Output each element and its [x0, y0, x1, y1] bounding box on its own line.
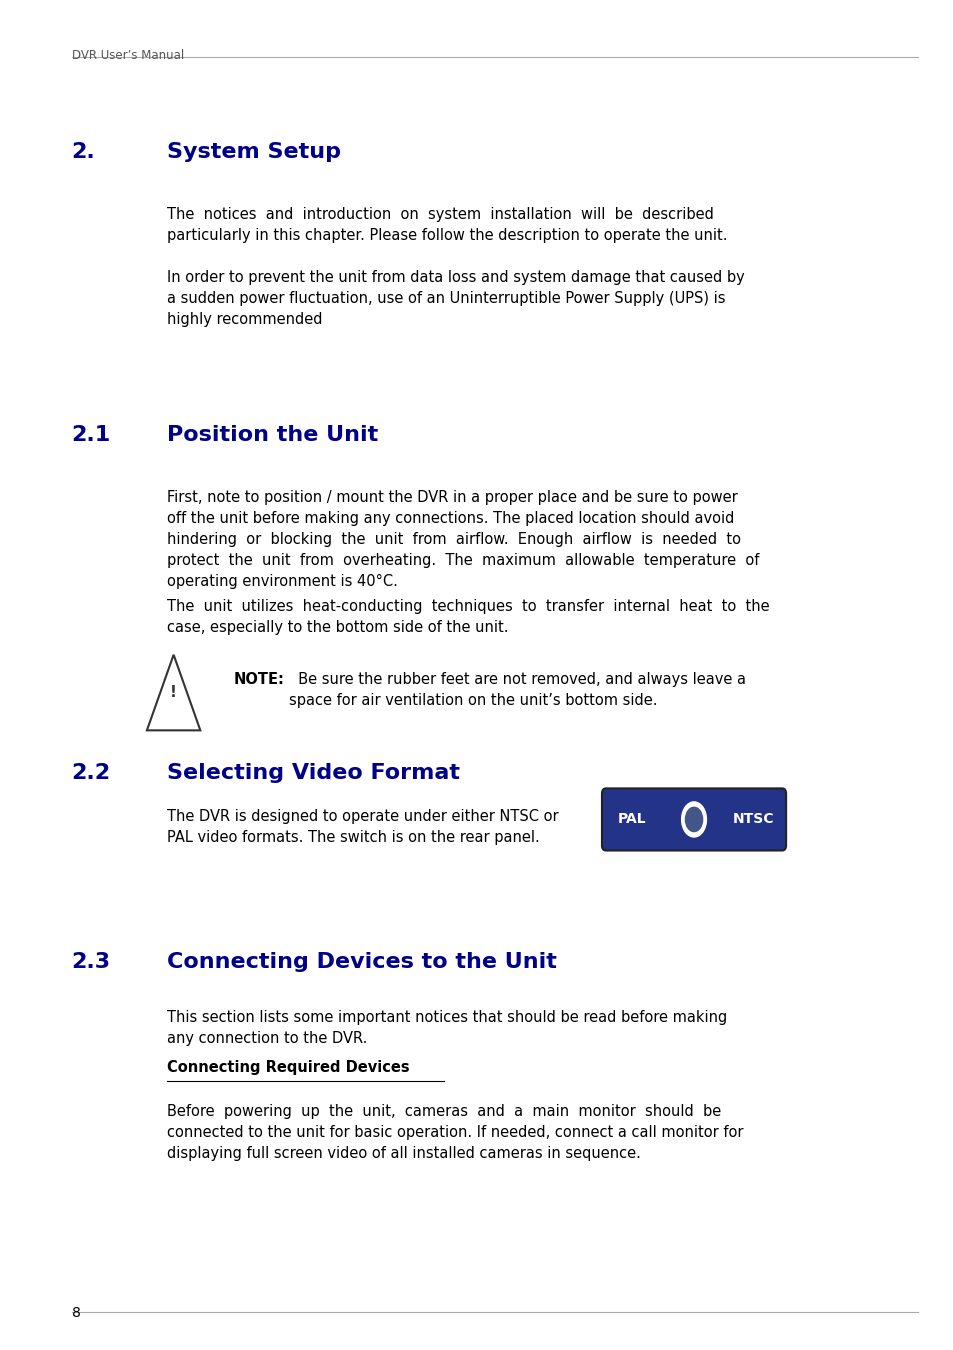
- Text: Connecting Devices to the Unit: Connecting Devices to the Unit: [167, 952, 557, 972]
- Text: Be sure the rubber feet are not removed, and always leave a
space for air ventil: Be sure the rubber feet are not removed,…: [289, 672, 745, 709]
- Text: 2.2: 2.2: [71, 763, 111, 783]
- Text: In order to prevent the unit from data loss and system damage that caused by
a s: In order to prevent the unit from data l…: [167, 270, 744, 327]
- Text: 2.: 2.: [71, 142, 95, 162]
- Text: This section lists some important notices that should be read before making
any : This section lists some important notice…: [167, 1010, 726, 1046]
- Text: !: !: [170, 684, 177, 701]
- Text: First, note to position / mount the DVR in a proper place and be sure to power
o: First, note to position / mount the DVR …: [167, 490, 759, 589]
- Circle shape: [680, 802, 705, 837]
- Text: The  unit  utilizes  heat-conducting  techniques  to  transfer  internal  heat  : The unit utilizes heat-conducting techni…: [167, 599, 769, 636]
- Text: NOTE:: NOTE:: [233, 672, 284, 687]
- Circle shape: [684, 807, 701, 832]
- Text: NTSC: NTSC: [732, 813, 774, 826]
- Text: Connecting Required Devices: Connecting Required Devices: [167, 1060, 409, 1075]
- Text: 2.3: 2.3: [71, 952, 111, 972]
- Text: DVR User’s Manual: DVR User’s Manual: [71, 49, 184, 62]
- Text: The DVR is designed to operate under either NTSC or
PAL video formats. The switc: The DVR is designed to operate under eit…: [167, 809, 558, 845]
- Text: PAL: PAL: [618, 813, 646, 826]
- Text: System Setup: System Setup: [167, 142, 340, 162]
- Text: Selecting Video Format: Selecting Video Format: [167, 763, 459, 783]
- Text: Position the Unit: Position the Unit: [167, 425, 377, 446]
- Text: 2.1: 2.1: [71, 425, 111, 446]
- Text: Before  powering  up  the  unit,  cameras  and  a  main  monitor  should  be
con: Before powering up the unit, cameras and…: [167, 1104, 742, 1161]
- Text: The  notices  and  introduction  on  system  installation  will  be  described
p: The notices and introduction on system i…: [167, 207, 727, 243]
- Text: NOTE:  Be sure the rubber feet are not removed, and always leave a
space for air: NOTE: Be sure the rubber feet are not re…: [233, 672, 736, 709]
- FancyBboxPatch shape: [601, 788, 785, 850]
- Text: 8: 8: [71, 1307, 80, 1320]
